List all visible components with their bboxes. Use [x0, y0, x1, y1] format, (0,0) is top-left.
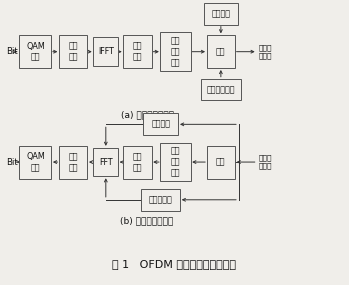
FancyBboxPatch shape	[123, 146, 152, 178]
FancyBboxPatch shape	[20, 35, 51, 68]
FancyBboxPatch shape	[93, 148, 118, 176]
Text: 并串
变换: 并串 变换	[68, 152, 78, 172]
Text: 信道估计: 信道估计	[151, 120, 170, 129]
Text: 图 1   OFDM 基带信号处理原理图: 图 1 OFDM 基带信号处理原理图	[112, 259, 237, 269]
Text: QAM
解调: QAM 解调	[26, 152, 45, 172]
Text: Bit: Bit	[6, 158, 18, 166]
Text: 串并
变换: 串并 变换	[133, 152, 142, 172]
Text: (a) 发射机工作原理: (a) 发射机工作原理	[120, 110, 173, 119]
Text: 捕获与同步: 捕获与同步	[149, 195, 173, 204]
Text: 正交数
字信号: 正交数 字信号	[259, 155, 272, 169]
Text: QAM
调制: QAM 调制	[26, 42, 45, 62]
FancyBboxPatch shape	[207, 146, 235, 178]
Text: 移去
保护
间隔: 移去 保护 间隔	[171, 147, 180, 177]
Text: 正交数
字信号: 正交数 字信号	[259, 44, 272, 59]
Text: Bit: Bit	[6, 47, 18, 56]
FancyBboxPatch shape	[201, 78, 241, 100]
Text: 同步序列: 同步序列	[211, 9, 230, 19]
FancyBboxPatch shape	[59, 146, 88, 178]
Text: (b) 接收机工作原理: (b) 接收机工作原理	[120, 217, 174, 226]
FancyBboxPatch shape	[207, 35, 235, 68]
FancyBboxPatch shape	[141, 189, 180, 211]
Text: 信道估计序列: 信道估计序列	[207, 85, 235, 94]
FancyBboxPatch shape	[143, 113, 178, 135]
FancyBboxPatch shape	[59, 35, 88, 68]
Text: 组帧: 组帧	[216, 47, 225, 56]
FancyBboxPatch shape	[20, 146, 51, 178]
FancyBboxPatch shape	[123, 35, 152, 68]
Text: 串并
变换: 串并 变换	[68, 42, 78, 62]
Text: 插入
保护
间隔: 插入 保护 间隔	[171, 36, 180, 67]
FancyBboxPatch shape	[93, 37, 118, 66]
Text: 解帧: 解帧	[216, 158, 225, 166]
Text: 并串
变换: 并串 变换	[133, 42, 142, 62]
Text: FFT: FFT	[99, 158, 113, 166]
Text: IFFT: IFFT	[98, 47, 114, 56]
FancyBboxPatch shape	[161, 32, 191, 71]
FancyBboxPatch shape	[161, 143, 191, 181]
FancyBboxPatch shape	[204, 3, 238, 25]
